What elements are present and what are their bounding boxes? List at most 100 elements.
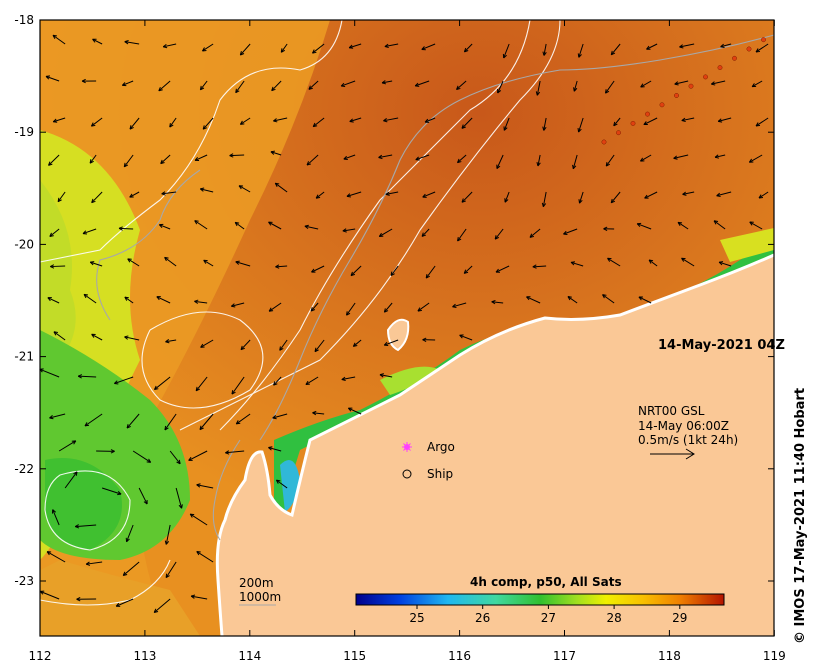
current-arrow (58, 440, 77, 452)
current-arrow (346, 302, 356, 316)
current-arrow (229, 153, 245, 158)
current-arrow (495, 265, 510, 273)
current-arrow (123, 154, 134, 168)
current-arrow (124, 40, 140, 45)
current-arrow (175, 487, 183, 509)
current-arrow (165, 339, 177, 344)
current-arrow (644, 191, 658, 199)
current-arrow (421, 228, 430, 237)
current-arrow (573, 80, 578, 92)
current-arrow (379, 373, 393, 378)
current-arrow (424, 117, 436, 123)
current-arrow (348, 43, 362, 49)
legend-argo-label: Argo (427, 440, 455, 454)
current-arrow (138, 487, 148, 505)
current-arrow (92, 38, 103, 45)
current-arrow (755, 43, 769, 53)
current-arrow (312, 410, 325, 416)
current-arrow (275, 479, 288, 489)
current-arrow (271, 80, 282, 92)
current-arrow (188, 450, 208, 461)
current-arrow (346, 191, 362, 198)
current-arrow (132, 450, 152, 463)
current-arrow (114, 376, 134, 385)
current-arrow (225, 450, 245, 455)
current-arrow (385, 191, 399, 196)
current-arrow (415, 154, 430, 161)
current-arrow (275, 264, 288, 269)
current-arrow (315, 191, 325, 199)
current-arrow (270, 150, 282, 156)
current-arrow (268, 302, 282, 312)
lat-tick-label: -18 (14, 13, 34, 27)
current-arrow (610, 191, 621, 204)
current-arrow (463, 43, 473, 53)
current-arrow (532, 264, 547, 269)
current-arrow (347, 407, 362, 415)
colorbar-tick-label: 29 (672, 611, 687, 625)
date-stamp: 14-May-2021 04Z (658, 338, 785, 353)
current-arrow (755, 117, 769, 127)
current-arrow (340, 80, 356, 87)
current-arrow (613, 117, 621, 127)
current-arrow (118, 226, 134, 231)
current-arrow (48, 154, 60, 166)
axes: 112 113 114 115 116 117 118 119 -18 -19 -20 -21 -22 -… (14, 13, 785, 663)
current-source: NRT00 GSL (638, 404, 705, 418)
current-arrow (83, 293, 97, 304)
current-arrow (578, 191, 584, 204)
current-arrow (190, 594, 208, 600)
current-arrow (417, 302, 430, 312)
current-arrow (603, 226, 615, 232)
ship-track-point (688, 83, 694, 89)
current-arrow (674, 80, 689, 86)
lat-tick-label: -21 (14, 350, 34, 364)
current-arrow (52, 34, 66, 45)
current-arrow (636, 222, 652, 230)
contour-1000m-label: 1000m (239, 590, 281, 604)
current-arrow (497, 80, 504, 94)
current-arrow (160, 154, 171, 165)
current-arrow (604, 80, 615, 94)
ship-track-point (630, 120, 636, 126)
current-arrow (456, 80, 467, 90)
current-arrow (421, 43, 436, 51)
current-arrow (124, 296, 134, 304)
current-arrow (280, 43, 288, 53)
current-arrow (239, 117, 251, 125)
current-arrow (158, 223, 171, 230)
current-arrow (199, 187, 214, 193)
legend-argo: Argo (402, 440, 455, 454)
current-arrow (714, 154, 726, 159)
current-arrow (748, 154, 763, 163)
current-arrow (491, 299, 504, 305)
current-arrow (536, 154, 541, 167)
current-arrow (610, 43, 621, 56)
lat-tick-label: -19 (14, 125, 34, 139)
current-arrow (681, 257, 695, 267)
current-arrow (381, 80, 393, 85)
lat-tick-label: -22 (14, 462, 34, 476)
current-arrow (164, 413, 177, 431)
current-arrow (577, 117, 584, 133)
current-arrow (638, 296, 652, 304)
ship-track-point (616, 130, 621, 136)
current-arrow (425, 265, 436, 279)
current-arrow (504, 191, 510, 203)
colorbar-title: 4h comp, p50, All Sats (470, 575, 622, 589)
current-arrow (162, 43, 177, 49)
current-arrow (602, 294, 615, 304)
colorbar: 4h comp, p50, All Sats 25 26 27 28 29 (355, 575, 725, 625)
current-arrow (717, 117, 732, 123)
current-arrow (203, 259, 214, 267)
ship-track-point (761, 37, 766, 43)
current-arrow (422, 337, 436, 342)
current-arrow (153, 376, 171, 391)
current-arrow (74, 524, 97, 529)
current-arrow (153, 598, 171, 613)
colorbar-tick-label: 27 (541, 611, 556, 625)
current-arrow (457, 228, 467, 242)
ship-track (601, 37, 766, 145)
legend-ship: Ship (402, 467, 453, 481)
current-arrow (758, 191, 769, 199)
